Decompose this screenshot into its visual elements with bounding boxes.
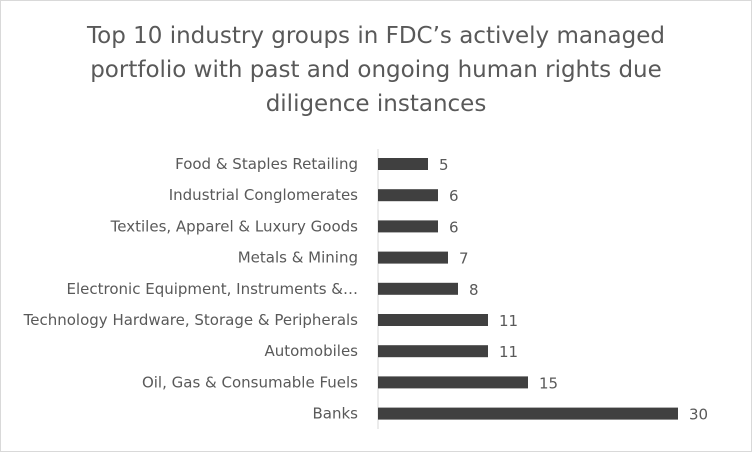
data-label: 30 [689, 406, 708, 424]
data-label: 11 [499, 312, 518, 330]
bar [378, 407, 678, 420]
bar [378, 220, 438, 233]
data-label: 6 [449, 187, 459, 205]
data-label: 6 [449, 218, 459, 236]
bar [378, 376, 528, 389]
category-label: Technology Hardware, Storage & Periphera… [23, 311, 359, 329]
category-label: Banks [313, 405, 359, 423]
category-labels-group: Food & Staples Retailing Industrial Congl… [23, 155, 359, 423]
data-label: 5 [439, 156, 449, 174]
data-label: 15 [539, 374, 558, 392]
bar [378, 282, 458, 295]
bars-group [378, 158, 678, 420]
bar [378, 345, 488, 358]
category-label: Textiles, Apparel & Luxury Goods [110, 217, 359, 235]
bar [378, 314, 488, 326]
category-label: Automobiles [264, 342, 358, 360]
category-label: Metals & Mining [238, 249, 358, 267]
bar [378, 251, 448, 264]
bar [378, 158, 428, 170]
data-label: 8 [469, 281, 479, 299]
data-label: 7 [459, 250, 469, 268]
category-label: Oil, Gas & Consumable Fuels [142, 373, 358, 391]
category-label: Industrial Conglomerates [169, 186, 358, 204]
category-label: Food & Staples Retailing [175, 155, 358, 173]
data-label: 11 [499, 343, 518, 361]
bar [378, 189, 438, 202]
chart-title: Top 10 industry groups in FDC’s actively… [87, 23, 665, 117]
category-label: Electronic Equipment, Instruments &… [67, 280, 358, 298]
